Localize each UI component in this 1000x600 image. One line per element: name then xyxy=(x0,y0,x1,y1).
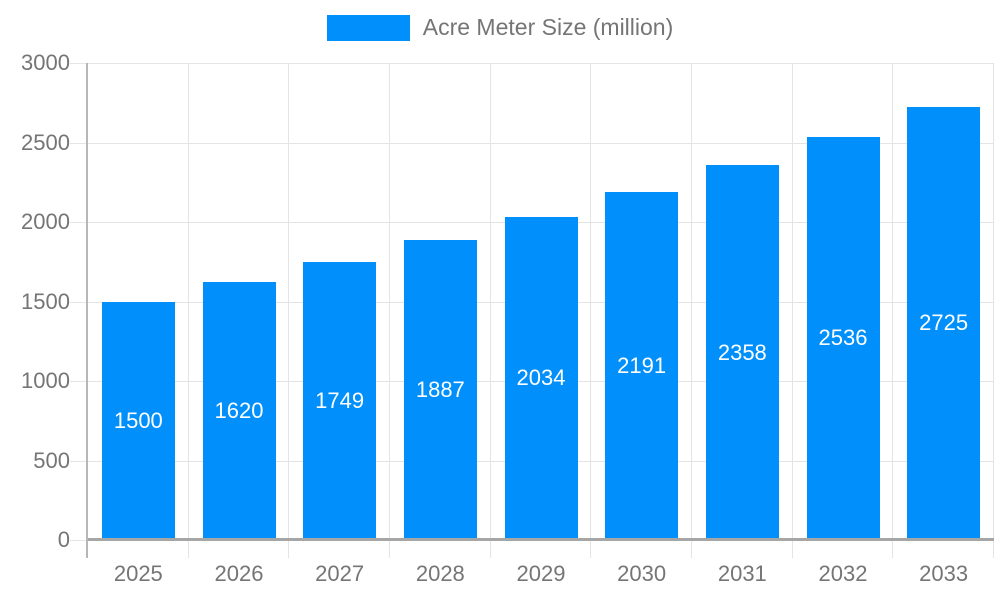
y-tick-mark xyxy=(70,540,86,541)
y-tick-label: 2500 xyxy=(21,129,70,155)
bar: 1887 xyxy=(403,239,477,540)
bar-value-label: 1620 xyxy=(214,398,264,424)
gridline-vertical xyxy=(791,63,793,558)
gridline-vertical xyxy=(187,63,189,558)
x-tick-label: 2032 xyxy=(818,561,868,586)
gridline-horizontal xyxy=(88,142,994,144)
bar: 2358 xyxy=(705,165,779,540)
gridline-vertical xyxy=(691,63,692,558)
gridline-vertical xyxy=(892,63,894,558)
gridline-vertical xyxy=(288,63,290,558)
x-tick-label: 2033 xyxy=(919,561,969,586)
bar: 1620 xyxy=(202,282,276,540)
bar: 2191 xyxy=(605,191,679,540)
legend-item[interactable]: Acre Meter Size (million) xyxy=(326,14,674,41)
x-tick-label: 2025 xyxy=(113,561,163,586)
bar: 1500 xyxy=(101,301,175,540)
bar-value-label: 2191 xyxy=(617,352,667,378)
gridline-horizontal xyxy=(88,63,994,64)
y-tick-mark xyxy=(70,301,86,303)
gridline-vertical xyxy=(590,63,592,558)
x-tick-label: 2029 xyxy=(516,561,566,586)
legend: Acre Meter Size (million) xyxy=(0,14,1000,41)
bar: 2725 xyxy=(907,106,981,540)
y-tick-label: 2000 xyxy=(21,209,70,234)
y-tick-mark xyxy=(70,381,86,382)
y-axis: 0 500 1000 1500 2000 2500 3000 xyxy=(0,50,70,552)
bar: 2536 xyxy=(806,136,880,540)
y-tick-mark xyxy=(70,460,86,462)
y-tick-mark xyxy=(70,63,86,64)
bar-value-label: 1500 xyxy=(113,407,163,433)
bar-value-label: 1749 xyxy=(315,387,365,413)
y-tick-label: 0 xyxy=(57,527,70,552)
y-tick-mark xyxy=(70,142,86,144)
x-tick-label: 2028 xyxy=(415,561,465,586)
x-axis: 2025 2026 2027 2028 2029 2030 2031 2032 2033 xyxy=(88,560,994,588)
y-tick-label: 500 xyxy=(33,447,70,473)
gridline-vertical xyxy=(993,63,994,558)
bar: 1749 xyxy=(303,261,377,540)
y-tick-label: 1000 xyxy=(21,368,70,393)
legend-label: Acre Meter Size (million) xyxy=(422,14,674,40)
x-axis-baseline xyxy=(88,538,994,541)
y-axis-line xyxy=(86,63,88,558)
bar: 2034 xyxy=(504,216,578,540)
gridline-vertical xyxy=(389,63,390,558)
x-tick-label: 2031 xyxy=(717,561,767,586)
bar-value-label: 1887 xyxy=(415,376,465,402)
plot-area: 1500 1620 1749 1887 2034 2191 2358 2536 2725 xyxy=(86,63,994,558)
bar-value-label: 2034 xyxy=(516,365,566,391)
legend-swatch-icon xyxy=(326,14,410,41)
gridline-vertical xyxy=(489,63,491,558)
bar-value-label: 2358 xyxy=(717,339,767,365)
x-tick-label: 2027 xyxy=(315,561,365,586)
x-tick-label: 2030 xyxy=(617,561,667,586)
bar-value-label: 2536 xyxy=(818,325,868,351)
bar-value-label: 2725 xyxy=(919,310,969,336)
y-tick-mark xyxy=(70,222,86,223)
y-tick-label: 1500 xyxy=(21,288,70,314)
y-tick-label: 3000 xyxy=(21,50,70,75)
x-tick-label: 2026 xyxy=(214,561,264,586)
